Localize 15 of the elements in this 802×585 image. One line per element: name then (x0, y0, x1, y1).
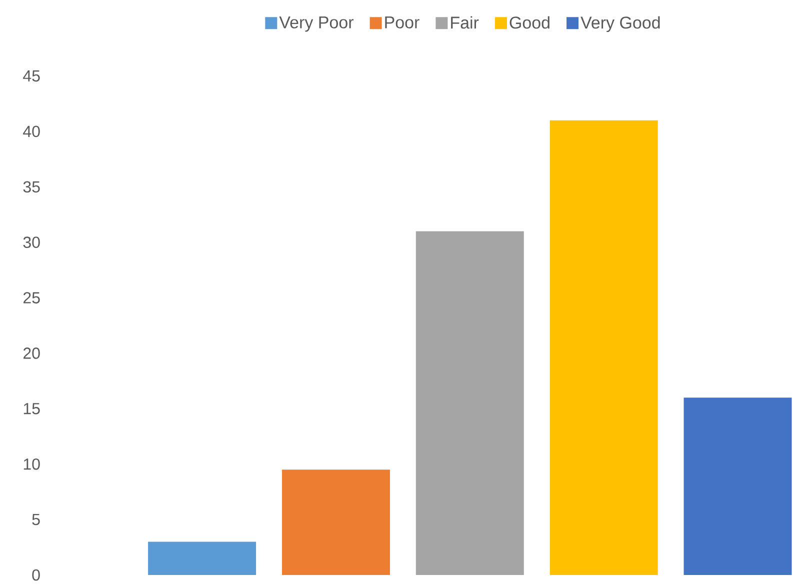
y-tick-label: 45 (23, 70, 40, 82)
legend-label: Very Good (580, 16, 660, 32)
y-tick-label: 10 (24, 458, 40, 470)
y-tick-label: 15 (24, 403, 40, 414)
y-tick-label: 25 (23, 292, 40, 304)
legend-label: Fair (451, 16, 479, 29)
y-tick-label: 20 (23, 348, 40, 359)
y-tick-label: 40 (23, 126, 40, 138)
y-tick-label: 30 (23, 236, 40, 248)
legend-label: Poor (385, 16, 420, 28)
legend-label: Good (510, 16, 550, 29)
legend-label: Very Poor (279, 16, 354, 32)
y-tick-label: 0 (32, 569, 40, 581)
y-tick-label: 5 (32, 514, 40, 526)
y-tick-label: 35 (23, 181, 40, 193)
